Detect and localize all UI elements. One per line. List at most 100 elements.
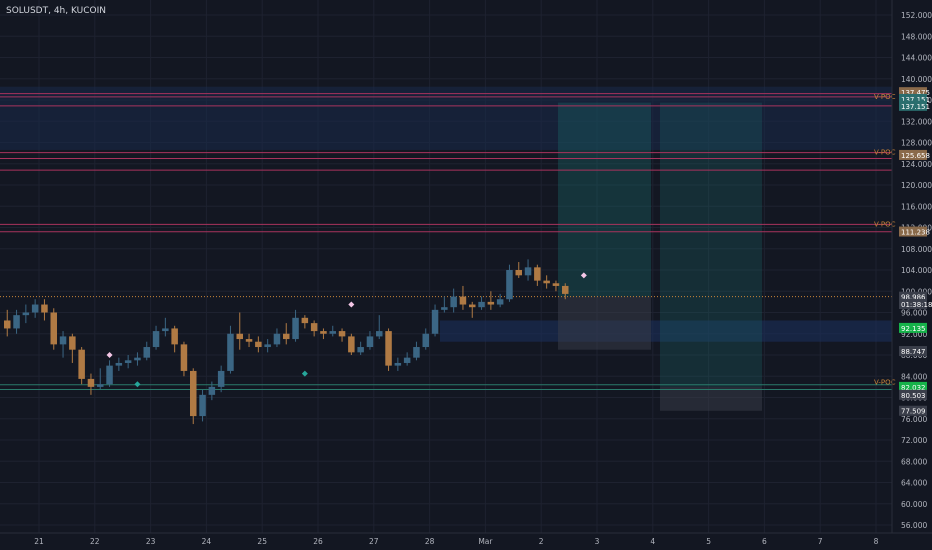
- candle-body: [255, 341, 262, 348]
- price-tick-label: 148.000: [901, 32, 932, 41]
- candle-body: [152, 331, 160, 348]
- candle-body: [469, 304, 476, 308]
- candle-body: [217, 370, 225, 387]
- candle-body: [524, 267, 532, 276]
- candle-body: [171, 328, 178, 345]
- candle-body: [301, 317, 309, 324]
- price-tick-label: 132.000: [901, 117, 932, 126]
- candle-body: [87, 378, 95, 387]
- price-badge-label: 98.986: [901, 294, 926, 302]
- candle-body: [208, 386, 216, 395]
- candle-body: [106, 365, 113, 385]
- price-badge: [899, 87, 927, 98]
- price-axis[interactable]: 152.000148.000144.000140.000136.000132.0…: [891, 0, 932, 533]
- price-badge: [899, 291, 927, 302]
- candle-body: [31, 304, 39, 313]
- candle-body: [394, 362, 402, 366]
- candle-body: [199, 394, 206, 417]
- candle-body: [422, 333, 429, 348]
- horizontal-levels: [0, 93, 892, 391]
- candle-body: [515, 270, 522, 276]
- time-tick-label: 4: [650, 537, 655, 546]
- time-tick-label: 6: [762, 537, 767, 546]
- time-tick-label: 22: [90, 537, 100, 546]
- price-badge-label: 80.503: [901, 392, 926, 400]
- candle-body: [478, 301, 485, 308]
- price-badge-label: 82.032: [901, 384, 926, 392]
- price-tick-label: 152.000: [901, 11, 932, 20]
- diamond-marker: [301, 370, 308, 377]
- price-badge: [899, 322, 927, 333]
- candle-body: [227, 333, 234, 371]
- candle-body: [385, 331, 392, 366]
- time-tick-label: 3: [595, 537, 600, 546]
- price-tick-label: 96.000: [901, 309, 927, 318]
- signal-markers: [106, 272, 587, 388]
- candle-body: [562, 285, 569, 294]
- price-tick-label: 140.000: [901, 75, 932, 84]
- price-tick-label: 92.000: [901, 330, 927, 339]
- candle-body: [357, 347, 364, 353]
- time-tick-label: 26: [313, 537, 323, 546]
- price-badge: [899, 381, 927, 392]
- diamond-marker: [106, 352, 113, 358]
- target-zone-1: [558, 102, 651, 297]
- diamond-marker: [580, 272, 587, 279]
- time-tick-label: 27: [369, 537, 379, 546]
- price-badges: 137.475137.151137.151125.658111.23898.98…: [899, 87, 932, 416]
- price-badge-label: 137.151: [901, 96, 930, 104]
- time-tick-label: 21: [34, 537, 44, 546]
- price-badge-label: 88.747: [901, 348, 926, 356]
- candle-body: [459, 296, 467, 305]
- price-tick-label: 56.000: [901, 521, 927, 530]
- candle-body: [487, 301, 495, 305]
- candle-body: [283, 333, 290, 340]
- price-badge: [899, 93, 927, 104]
- candle-body: [376, 331, 383, 337]
- price-tick-label: 116.000: [901, 202, 932, 211]
- price-badge-label: 125.658: [901, 152, 930, 160]
- candle-body: [403, 357, 411, 363]
- price-badge-label: 137.151: [901, 103, 930, 111]
- price-tick-label: 68.000: [901, 457, 927, 466]
- candle-body: [431, 309, 439, 334]
- diamond-marker: [348, 301, 355, 308]
- vpoc-label: V-POC: [874, 149, 896, 157]
- candle-body: [59, 336, 67, 345]
- candle-body: [506, 270, 513, 300]
- price-tick-label: 124.000: [901, 160, 932, 169]
- candle-body: [143, 347, 150, 358]
- candle-body: [97, 384, 104, 387]
- time-tick-label: 8: [874, 537, 879, 546]
- candle-body: [310, 323, 318, 332]
- price-badge-label: 77.509: [901, 408, 926, 416]
- time-tick-label: 5: [706, 537, 711, 546]
- price-tick-label: 108.000: [901, 245, 932, 254]
- candle-body: [134, 357, 141, 361]
- candle-body: [180, 344, 188, 371]
- price-badge: [899, 405, 927, 416]
- candle-body: [338, 331, 346, 337]
- price-badge: [899, 100, 927, 111]
- time-tick-label: 23: [146, 537, 156, 546]
- time-tick-label: 2: [539, 537, 544, 546]
- price-badge-label: 137.475: [901, 89, 930, 97]
- candle-body: [190, 370, 197, 417]
- candle-body: [69, 336, 76, 350]
- time-tick-label: 25: [257, 537, 267, 546]
- stop-zone-1: [558, 296, 651, 350]
- candle-body: [13, 315, 20, 329]
- candle-body: [4, 320, 11, 329]
- candle-body: [496, 299, 504, 305]
- price-tick-label: 72.000: [901, 436, 927, 445]
- vpoc-label: V-POC: [874, 93, 896, 101]
- vpoc-label: V-POC: [874, 379, 896, 387]
- price-tick-label: 144.000: [901, 54, 932, 63]
- demand-zone: [440, 320, 892, 342]
- time-tick-label: 28: [425, 537, 435, 546]
- candle-body: [543, 280, 550, 284]
- time-axis[interactable]: 21 22 23 24 25 26 27 28 Mar 2 3 4 5 6 7 8: [0, 532, 932, 546]
- candle-body: [22, 312, 30, 316]
- price-badge: [899, 149, 927, 160]
